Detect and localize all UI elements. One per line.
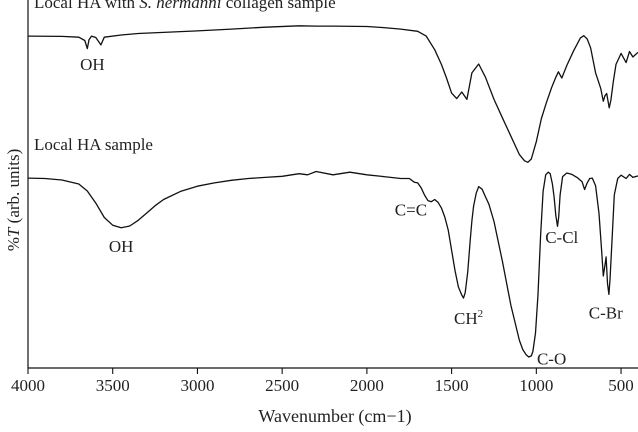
x-tick-label: 1000 — [519, 376, 553, 395]
spectrum-traces — [27, 25, 638, 358]
plot-frame — [27, 0, 638, 369]
peak-label: C-Br — [589, 303, 623, 322]
x-ticks: 4000 3500 3000 2500 2000 1500 1000 500 — [11, 368, 634, 395]
peak-label: OH — [109, 237, 134, 256]
x-tick-label: 4000 — [11, 376, 45, 395]
peak-label: CH2 — [454, 308, 483, 328]
x-tick-label: 1500 — [435, 376, 469, 395]
peak-label: C=C — [395, 200, 427, 219]
x-axis-label: Wavenumber (cm−1) — [258, 406, 411, 427]
x-tick-label: 2500 — [265, 376, 299, 395]
peak-label: C-O — [537, 349, 566, 368]
series-labels: Local HA with S. hermanni collagen sampl… — [34, 0, 336, 154]
peak-label: C-Cl — [545, 228, 578, 247]
x-tick-label: 3000 — [180, 376, 214, 395]
series-label-2: Local HA sample — [34, 135, 153, 154]
peak-label: OH — [80, 55, 105, 74]
y-axis-label: %T (arb. units) — [4, 149, 23, 251]
spectrum-line-2 — [27, 170, 638, 358]
spectrum-line-1 — [27, 25, 638, 163]
x-tick-label: 2000 — [350, 376, 384, 395]
x-tick-label: 3500 — [96, 376, 130, 395]
peak-annotations: OH OH C=C CH2 C-O C-Cl C-Br — [80, 55, 623, 368]
x-tick-label: 500 — [608, 376, 634, 395]
series-label-1: Local HA with S. hermanni collagen sampl… — [34, 0, 336, 12]
